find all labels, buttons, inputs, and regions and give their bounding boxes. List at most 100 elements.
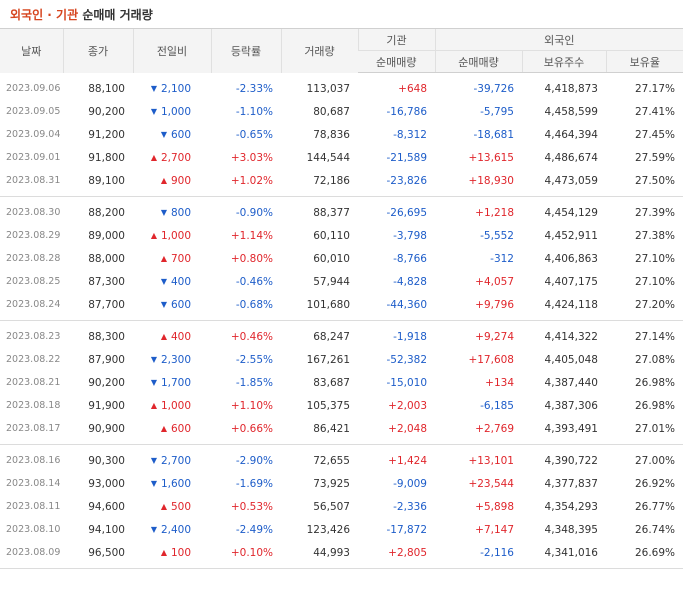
row-foreign-net: +13,101 [468, 454, 514, 467]
row-foreign-shares: 4,458,599 [544, 105, 598, 118]
row-foreign-ratio: 26.98% [634, 376, 676, 389]
table-row: 2023.08.30 88,200 ▼ 800 -0.90% 88,377 -26,695 +… [0, 201, 683, 224]
row-rate: +0.53% [230, 500, 273, 513]
row-inst-net: -52,382 [386, 353, 427, 366]
row-foreign-shares: 4,354,293 [544, 500, 598, 513]
row-date: 2023.08.16 [6, 455, 61, 466]
row-close: 90,300 [88, 454, 125, 467]
row-foreign-shares: 4,486,674 [544, 151, 598, 164]
row-change-value: 900 [170, 174, 191, 187]
row-date: 2023.09.05 [6, 106, 61, 117]
row-inst-net: +648 [398, 82, 427, 95]
row-change-value: 100 [170, 546, 191, 559]
row-inst-net: -9,009 [393, 477, 427, 490]
row-date: 2023.08.18 [6, 400, 61, 411]
row-rate: +1.14% [230, 229, 273, 242]
row-foreign-net: -5,795 [480, 105, 514, 118]
row-foreign-shares: 4,387,440 [544, 376, 598, 389]
row-date: 2023.08.25 [6, 276, 61, 287]
row-close: 93,000 [88, 477, 125, 490]
row-change: ▼ 2,400 [133, 518, 211, 541]
group-divider [0, 316, 683, 321]
row-rate: -1.85% [235, 376, 273, 389]
row-foreign-net: -6,185 [480, 399, 514, 412]
row-volume: 101,680 [306, 298, 350, 311]
row-foreign-ratio: 27.45% [634, 128, 676, 141]
row-foreign-net: -18,681 [473, 128, 514, 141]
table-row: 2023.08.24 87,700 ▼ 600 -0.68% 101,680 -44,360… [0, 293, 683, 316]
row-change: ▼ 600 [133, 293, 211, 316]
row-change: ▼ 2,700 [133, 449, 211, 472]
row-foreign-shares: 4,418,873 [544, 82, 598, 95]
row-date: 2023.09.06 [6, 83, 61, 94]
row-date: 2023.09.04 [6, 129, 61, 140]
row-close: 96,500 [88, 546, 125, 559]
row-foreign-net: +1,218 [475, 206, 514, 219]
row-inst-net: -4,828 [393, 275, 427, 288]
row-change-value: 1,600 [160, 477, 191, 490]
row-close: 90,200 [88, 376, 125, 389]
section-title: 외국인 · 기관 순매매 거래량 [0, 0, 683, 28]
row-foreign-shares: 4,406,863 [544, 252, 598, 265]
row-foreign-ratio: 27.01% [634, 422, 676, 435]
row-date: 2023.08.24 [6, 299, 61, 310]
row-foreign-shares: 4,377,837 [544, 477, 598, 490]
arrow-down-icon: ▼ [160, 207, 168, 217]
row-foreign-net: +7,147 [475, 523, 514, 536]
row-foreign-net: +5,898 [475, 500, 514, 513]
row-volume: 80,687 [313, 105, 350, 118]
row-rate: +0.66% [230, 422, 273, 435]
row-foreign-net: -39,726 [473, 82, 514, 95]
row-rate: +1.02% [230, 174, 273, 187]
row-volume: 167,261 [306, 353, 350, 366]
arrow-up-icon: ▲ [150, 400, 158, 410]
col-foreign-ratio: 보유율 [605, 50, 683, 73]
arrow-down-icon: ▼ [150, 377, 158, 387]
row-change-value: 600 [170, 422, 191, 435]
row-close: 88,300 [88, 330, 125, 343]
row-date: 2023.08.30 [6, 207, 61, 218]
col-date: 날짜 [0, 28, 63, 73]
row-change-value: 2,300 [160, 353, 191, 366]
row-change: ▲ 2,700 [133, 146, 211, 169]
row-change-value: 2,100 [160, 82, 191, 95]
row-foreign-ratio: 27.41% [634, 105, 676, 118]
arrow-down-icon: ▼ [150, 106, 158, 116]
row-rate: -0.65% [235, 128, 273, 141]
row-foreign-shares: 4,473,059 [544, 174, 598, 187]
row-volume: 68,247 [313, 330, 350, 343]
arrow-up-icon: ▲ [150, 230, 158, 240]
row-foreign-ratio: 27.14% [634, 330, 676, 343]
row-rate: -0.68% [235, 298, 273, 311]
row-foreign-shares: 4,341,016 [544, 546, 598, 559]
row-close: 88,200 [88, 206, 125, 219]
row-foreign-ratio: 27.38% [634, 229, 676, 242]
row-close: 90,900 [88, 422, 125, 435]
col-volume: 거래량 [280, 28, 358, 73]
row-foreign-net: +9,796 [475, 298, 514, 311]
row-foreign-ratio: 26.77% [634, 500, 676, 513]
row-foreign-net: +17,608 [468, 353, 514, 366]
row-foreign-ratio: 27.39% [634, 206, 676, 219]
row-volume: 72,655 [313, 454, 350, 467]
row-close: 89,100 [88, 174, 125, 187]
row-close: 88,000 [88, 252, 125, 265]
row-volume: 113,037 [306, 82, 350, 95]
row-change-value: 2,700 [160, 454, 191, 467]
row-change: ▲ 600 [133, 417, 211, 440]
row-change: ▼ 1,700 [133, 371, 211, 394]
row-foreign-net: +9,274 [475, 330, 514, 343]
row-change: ▲ 900 [133, 169, 211, 192]
row-change-value: 700 [170, 252, 191, 265]
col-foreign-net: 순매매량 [434, 50, 522, 73]
row-rate: +1.10% [230, 399, 273, 412]
row-inst-net: +2,003 [388, 399, 427, 412]
row-inst-net: +2,805 [388, 546, 427, 559]
group-divider [0, 192, 683, 197]
arrow-up-icon: ▲ [160, 175, 168, 185]
row-change-value: 1,700 [160, 376, 191, 389]
arrow-down-icon: ▼ [160, 129, 168, 139]
col-close: 종가 [62, 28, 133, 73]
trading-volume-table: 날짜 종가 전일비 등락률 거래량 기관 외국인 순매매량 순매매량 보유주수 … [0, 28, 683, 569]
row-change: ▲ 700 [133, 247, 211, 270]
